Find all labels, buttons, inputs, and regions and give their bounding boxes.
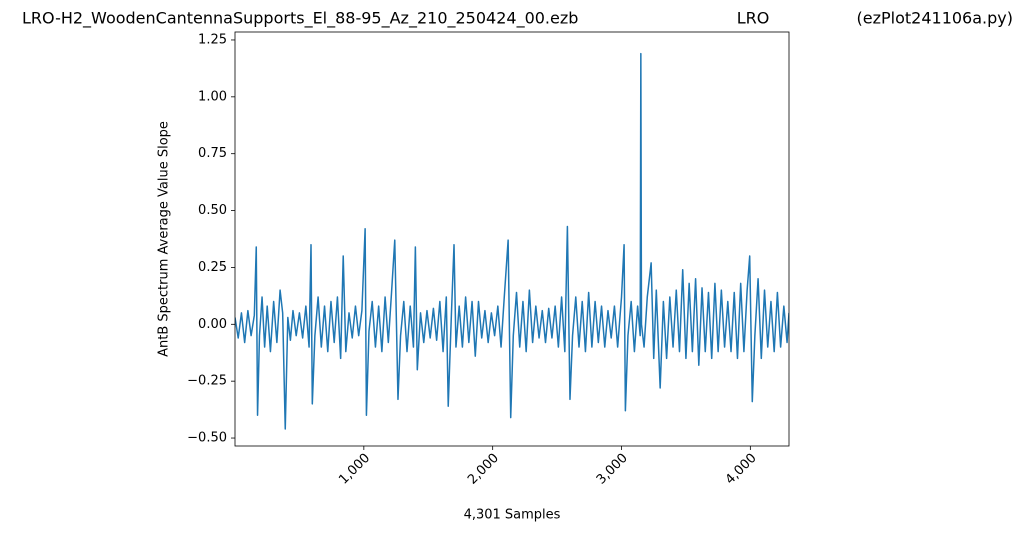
y-tick-label: 1.25	[198, 32, 227, 47]
x-tick-label: 1,000	[336, 451, 373, 488]
y-tick-label: 1.00	[198, 89, 227, 104]
y-axis-label: AntB Spectrum Average Value Slope	[157, 121, 172, 357]
data-line	[235, 52, 789, 430]
y-tick-label: 0.75	[198, 146, 227, 161]
y-tick-label: 0.25	[198, 260, 227, 275]
x-tick-label: 4,000	[723, 451, 760, 488]
plot-frame	[234, 31, 790, 447]
chart-title-right: (ezPlot241106a.py)	[857, 9, 1013, 28]
x-tick-label: 2,000	[465, 451, 502, 488]
chart-title: LRO-H2_WoodenCantennaSupports_El_88-95_A…	[22, 9, 578, 29]
y-tick-label: −0.50	[187, 431, 227, 446]
y-tick-label: 0.00	[198, 317, 227, 332]
x-axis-label: 4,301 Samples	[464, 508, 561, 523]
chart-title-center: LRO	[737, 9, 770, 28]
x-tick-label: 3,000	[594, 451, 631, 488]
y-tick-label: 0.50	[198, 203, 227, 218]
y-tick-label: −0.25	[187, 374, 227, 389]
